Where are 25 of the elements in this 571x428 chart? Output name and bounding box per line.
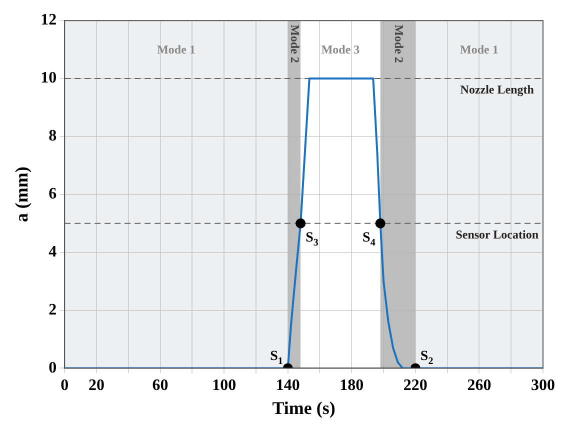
y-tick-label: 6 [48, 186, 57, 203]
x-tick-label: 180 [340, 376, 364, 394]
ref-line-label: Sensor Location [456, 227, 539, 242]
x-tick-label: 300 [531, 376, 555, 394]
y-tick-label: 4 [48, 243, 57, 260]
y-tick-label: 10 [40, 70, 57, 87]
y-tick-label: 8 [48, 128, 57, 145]
x-tick-label: 220 [403, 376, 428, 394]
y-tick-label: 2 [48, 301, 57, 318]
band-label: Mode 1 [460, 42, 498, 57]
y-tick-label: 0 [48, 359, 57, 376]
y-tick-label: 12 [40, 12, 57, 29]
x-tick-label: 60 [152, 376, 168, 394]
y-axis-title: a (mm) [11, 166, 32, 222]
band-label: Mode 1 [157, 42, 196, 57]
x-tick-label: 140 [276, 376, 300, 394]
band-label: Mode 3 [321, 42, 360, 57]
x-tick-label: 0 [60, 376, 69, 394]
x-tick-label: 100 [212, 376, 236, 394]
x-tick-label: 20 [88, 376, 104, 394]
band-label: Mode 2 [392, 24, 406, 63]
ref-line-label: Nozzle Length [460, 82, 534, 97]
band-label: Mode 2 [288, 24, 302, 63]
x-axis-title: Time (s) [272, 398, 336, 418]
x-tick-label: 260 [467, 376, 492, 394]
